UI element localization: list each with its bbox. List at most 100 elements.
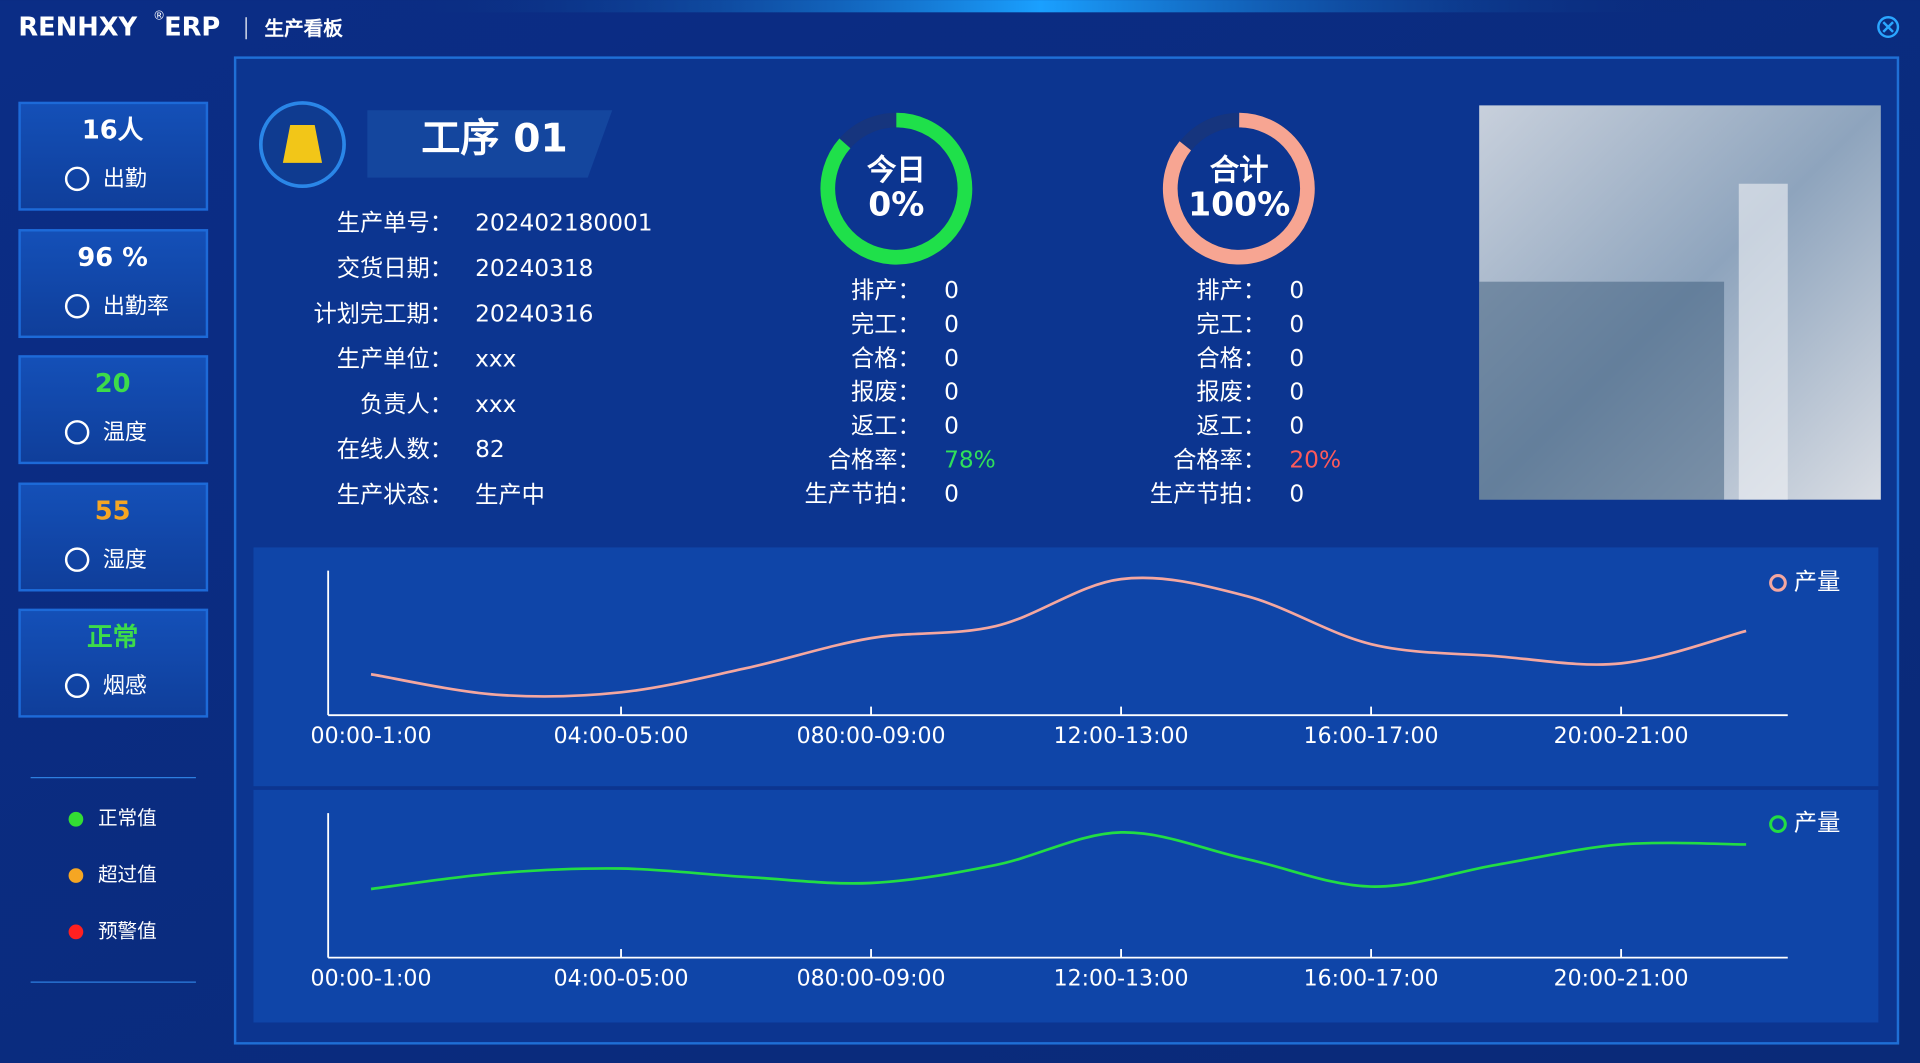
stat-card: [18, 229, 209, 339]
stat-value: 正常: [87, 623, 138, 653]
legend-dot: [68, 868, 84, 883]
stat-row-value: 0: [1289, 345, 1304, 372]
x-tick-label: 00:00-1:00: [311, 967, 432, 992]
stat-row-value: 0: [1289, 311, 1304, 338]
close-icon[interactable]: [1877, 15, 1900, 39]
stat-row-value: 0: [1289, 379, 1304, 406]
stat-row-value: 0: [944, 277, 959, 304]
field-label: 交货日期：: [337, 255, 453, 282]
field-label: 在线人数：: [337, 436, 453, 463]
stat-label: 温度: [103, 421, 147, 446]
close-x[interactable]: [1882, 21, 1894, 33]
photo-detail: [1479, 281, 1725, 500]
stat-row-label: 合格：: [851, 345, 921, 372]
ring-value: 100%: [1188, 184, 1290, 223]
stat-card: [18, 355, 209, 465]
stat-value: 16人: [82, 116, 144, 146]
field-label: 生产单位：: [337, 346, 453, 373]
stat-card: [18, 101, 209, 211]
field-value: xxx: [475, 346, 516, 373]
stat-row-label: 生产节拍：: [805, 481, 921, 508]
legend-dot: [68, 811, 84, 827]
stat-row-value: 0: [944, 345, 959, 372]
line-series: [370, 831, 1747, 891]
stat-row-label: 报废：: [851, 379, 921, 406]
ring-arc: [820, 112, 973, 265]
field-value: xxx: [475, 391, 516, 418]
stat-row-label: 生产节拍：: [1150, 481, 1266, 508]
stat-row-label: 完工：: [1196, 311, 1266, 338]
legend-marker: [1769, 815, 1787, 834]
stat-value: 20: [95, 369, 131, 399]
stat-icon: [64, 547, 90, 572]
field-value: 生产中: [475, 481, 545, 508]
legend-marker: [1769, 574, 1787, 592]
field-label: 计划完工期：: [314, 300, 454, 327]
x-tick-label: 20:00-21:00: [1554, 967, 1689, 992]
chart-panel-1: [253, 547, 1879, 787]
stat-value: 96 %: [77, 243, 147, 273]
stat-card: [18, 608, 209, 718]
x-tick-label: 16:00-17:00: [1304, 724, 1439, 749]
chart-panel-2: [253, 789, 1879, 1023]
page-title: 生产看板: [264, 17, 343, 40]
process-title: 工序 01: [421, 116, 568, 161]
legend-label: 超过值: [98, 863, 157, 886]
stat-icon: [64, 293, 90, 319]
photo-detail: [1738, 183, 1788, 500]
process-badge: 工序 01: [258, 101, 613, 189]
stat-icon: [64, 420, 90, 445]
stat-row-label: 完工：: [851, 311, 921, 338]
x-tick-label: 00:00-1:00: [311, 724, 432, 749]
x-tick-label: 04:00-05:00: [554, 724, 689, 749]
stat-row-value: 0: [1289, 413, 1304, 440]
stat-row-value: 78%: [944, 447, 996, 474]
stat-card: [18, 482, 209, 592]
field-value: 202402180001: [475, 210, 653, 237]
x-tick-label: 16:00-17:00: [1304, 967, 1439, 992]
x-tick-label: 12:00-13:00: [1054, 967, 1189, 992]
legend-dot: [68, 924, 84, 940]
stat-row-value: 0: [1289, 481, 1304, 508]
stat-row-label: 报废：: [1196, 379, 1266, 406]
brand-reg: ®: [153, 8, 165, 22]
legend-label: 产量: [1794, 568, 1841, 595]
brand-suffix: ERP: [164, 13, 220, 43]
stat-row-value: 20%: [1289, 447, 1341, 474]
stat-row-value: 0: [944, 481, 959, 508]
stat-value: 55: [95, 496, 131, 526]
ring-label: 合计: [1210, 153, 1269, 187]
x-tick-label: 080:00-09:00: [797, 724, 946, 749]
x-tick-label: 20:00-21:00: [1554, 724, 1689, 749]
x-tick-label: 080:00-09:00: [797, 967, 946, 992]
stat-label: 出勤: [103, 167, 147, 192]
stat-row-value: 0: [944, 379, 959, 406]
x-tick-label: 12:00-13:00: [1054, 724, 1189, 749]
stat-row-label: 合格率：: [828, 447, 921, 474]
stat-row-label: 排产：: [851, 277, 921, 304]
stat-row-value: 0: [944, 413, 959, 440]
stat-row-label: 返工：: [1196, 413, 1266, 440]
legend-label: 正常值: [98, 807, 157, 830]
stat-row-value: 0: [944, 311, 959, 338]
ring-value: 0%: [868, 184, 924, 223]
stat-icon: [64, 673, 90, 699]
stat-row-label: 合格率：: [1173, 447, 1266, 474]
field-label: 生产状态：: [337, 481, 453, 508]
x-tick-label: 04:00-05:00: [554, 967, 689, 992]
ring-label: 今日: [867, 153, 926, 187]
stat-row-label: 合格：: [1196, 345, 1266, 372]
ring-arc: [1162, 112, 1315, 265]
field-value: 20240318: [475, 255, 593, 282]
field-label: 负责人：: [360, 391, 453, 418]
legend-label: 预警值: [98, 919, 157, 942]
close-button[interactable]: [1877, 15, 1900, 39]
stat-icon: [64, 166, 90, 192]
stat-row-value: 0: [1289, 277, 1304, 304]
stat-label: 烟感: [103, 674, 147, 699]
stat-row-label: 排产：: [1196, 277, 1266, 304]
badge-icon: [282, 124, 323, 163]
stat-label: 出勤率: [103, 294, 169, 319]
stat-label: 湿度: [103, 548, 147, 573]
